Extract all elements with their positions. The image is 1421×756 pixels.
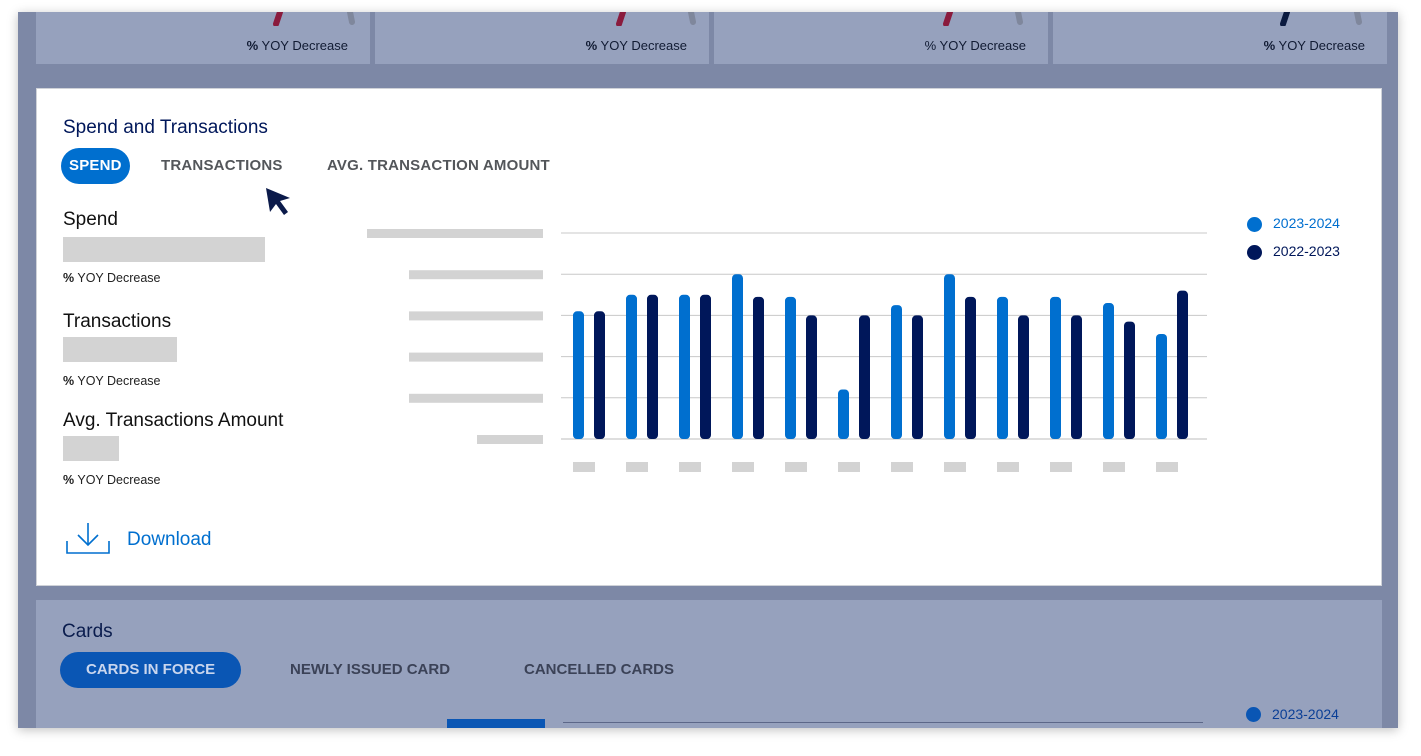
- kpi-card: % YOY Decrease: [36, 12, 370, 64]
- bar-previous[interactable]: [912, 315, 923, 439]
- y-tick-label-placeholder: [409, 393, 543, 403]
- bar-previous[interactable]: [965, 296, 976, 439]
- y-tick-label-placeholder: [409, 311, 543, 321]
- x-tick-label-placeholder: [1103, 462, 1125, 472]
- tab-transactions[interactable]: TRANSACTIONS: [161, 157, 283, 174]
- bar-current[interactable]: [732, 274, 743, 439]
- legend-dot: [1247, 245, 1262, 260]
- metric-yoy-text: % YOY Decrease: [63, 374, 161, 388]
- panel-title: Spend and Transactions: [63, 117, 268, 138]
- x-tick-label-placeholder: [838, 462, 860, 472]
- kpi-yoy-text: % YOY Decrease: [924, 38, 1026, 53]
- x-tick-label-placeholder: [573, 462, 595, 472]
- bar-current[interactable]: [944, 274, 955, 439]
- tab-newly-issued-card[interactable]: NEWLY ISSUED CARD: [290, 661, 451, 678]
- metric-label-transactions: Transactions: [63, 311, 172, 332]
- cards-chart-gridline: [563, 722, 1203, 723]
- bar-current[interactable]: [891, 305, 902, 439]
- legend-label: 2023-2024: [1272, 706, 1339, 722]
- x-tick-label-placeholder: [891, 462, 913, 472]
- gauge-icon: [943, 12, 1023, 26]
- y-tick-label-placeholder: [409, 270, 543, 280]
- cards-panel: Cards CARDS IN FORCE NEWLY ISSUED CARD C…: [36, 600, 1382, 728]
- legend-label: 2022-2023: [1273, 243, 1340, 259]
- kpi-card: % YOY Decrease: [375, 12, 709, 64]
- bar-previous[interactable]: [1177, 290, 1188, 439]
- x-tick-label-placeholder: [679, 462, 701, 472]
- gauge-icon: [616, 12, 696, 26]
- x-tick-label-placeholder: [1050, 462, 1072, 472]
- bar-current[interactable]: [785, 296, 796, 439]
- gauge-icon: [1280, 12, 1362, 26]
- download-icon: [66, 523, 110, 554]
- spend-bar-chart: [367, 229, 1207, 472]
- kpi-card: % YOY Decrease: [714, 12, 1048, 64]
- tab-cancelled-cards[interactable]: CANCELLED CARDS: [524, 661, 674, 678]
- bar-previous[interactable]: [647, 294, 658, 439]
- bar-previous[interactable]: [594, 311, 605, 439]
- metric-yoy-text: % YOY Decrease: [63, 271, 161, 285]
- x-tick-label-placeholder: [944, 462, 966, 472]
- metric-value-placeholder: [63, 237, 265, 262]
- cards-chart-placeholder: [447, 719, 545, 728]
- bar-current[interactable]: [679, 294, 690, 439]
- x-tick-label-placeholder: [626, 462, 648, 472]
- bar-current[interactable]: [573, 311, 584, 439]
- legend-label: 2023-2024: [1273, 215, 1340, 231]
- gauge-icon: [273, 12, 355, 26]
- kpi-yoy-text: % YOY Decrease: [246, 38, 348, 53]
- metric-value-placeholder: [63, 436, 119, 461]
- bar-previous[interactable]: [859, 315, 870, 439]
- metric-yoy-text: % YOY Decrease: [63, 473, 161, 487]
- legend-dot: [1247, 217, 1262, 232]
- y-tick-label-placeholder: [477, 435, 543, 444]
- metric-label-spend: Spend: [63, 209, 118, 230]
- kpi-card: % YOY Decrease: [1053, 12, 1387, 64]
- legend-dot: [1246, 707, 1261, 722]
- tab-cards-in-force[interactable]: CARDS IN FORCE: [60, 652, 242, 688]
- bar-previous[interactable]: [1124, 321, 1135, 439]
- bar-previous[interactable]: [700, 294, 711, 439]
- tab-spend[interactable]: SPEND: [61, 148, 130, 184]
- y-tick-label-placeholder: [367, 229, 543, 238]
- kpi-yoy-text: % YOY Decrease: [585, 38, 687, 53]
- spend-transactions-panel: Spend and Transactions SPEND TRANSACTION…: [36, 88, 1382, 586]
- metric-value-placeholder: [63, 337, 177, 362]
- bar-previous[interactable]: [806, 315, 817, 439]
- bar-previous[interactable]: [1018, 315, 1029, 439]
- download-label: Download: [127, 529, 212, 550]
- bar-current[interactable]: [1103, 303, 1114, 439]
- y-tick-label-placeholder: [409, 352, 543, 362]
- bar-current[interactable]: [997, 296, 1008, 439]
- x-tick-label-placeholder: [997, 462, 1019, 472]
- x-tick-label-placeholder: [732, 462, 754, 472]
- x-tick-label-placeholder: [1156, 462, 1178, 472]
- bar-previous[interactable]: [1071, 315, 1082, 439]
- bar-current[interactable]: [1156, 333, 1167, 439]
- bar-current[interactable]: [626, 294, 637, 439]
- bar-current[interactable]: [838, 389, 849, 439]
- cards-title: Cards: [62, 621, 113, 642]
- bar-previous[interactable]: [753, 296, 764, 439]
- x-tick-label-placeholder: [785, 462, 807, 472]
- dashboard-frame: % YOY Decrease % YOY Decrease % YOY Decr…: [18, 12, 1398, 728]
- tab-avg-transaction-amount[interactable]: AVG. TRANSACTION AMOUNT: [327, 157, 550, 174]
- bar-current[interactable]: [1050, 296, 1061, 439]
- kpi-strip: % YOY Decrease % YOY Decrease % YOY Decr…: [18, 12, 1398, 78]
- kpi-yoy-text: % YOY Decrease: [1263, 38, 1365, 53]
- metric-label-avg-transactions-amount: Avg. Transactions Amount: [63, 410, 284, 431]
- mouse-pointer-icon: [266, 188, 290, 215]
